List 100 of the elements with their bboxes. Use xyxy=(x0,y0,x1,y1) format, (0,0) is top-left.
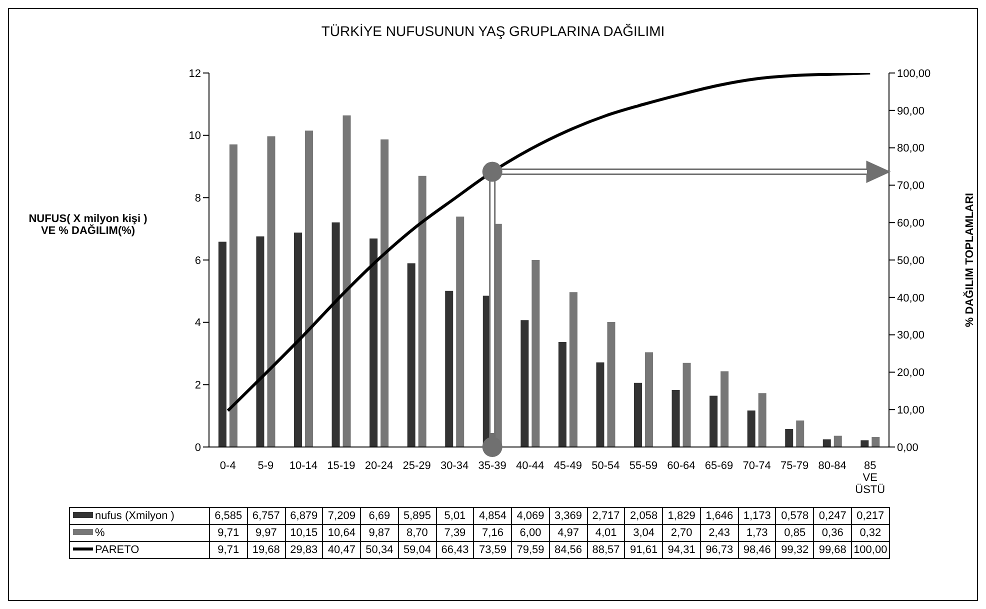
bar xyxy=(796,420,804,447)
data-label: 91,61 xyxy=(624,542,663,558)
bar xyxy=(872,437,880,447)
data-label: 4,97 xyxy=(549,524,588,542)
bar xyxy=(342,115,351,447)
x-tick-label: 75-79 xyxy=(780,460,809,472)
y2-tick-label: 60,00 xyxy=(897,218,925,230)
x-tick-label: 60-64 xyxy=(667,460,696,472)
data-label: 1,646 xyxy=(700,508,738,524)
bar xyxy=(256,236,264,447)
bar xyxy=(569,292,578,447)
data-label: 6,879 xyxy=(285,508,323,524)
x-tick-label: 20-24 xyxy=(364,460,394,472)
y2-tick-label: 100,00 xyxy=(897,68,931,80)
x-tick-label: 35-39 xyxy=(478,460,506,472)
bar xyxy=(305,130,313,447)
x-tick-label: 65-69 xyxy=(704,460,734,472)
y-tick-label: 6 xyxy=(194,254,201,267)
bar xyxy=(558,342,566,447)
data-label: 6,69 xyxy=(360,508,398,524)
y-tick-label: 2 xyxy=(194,380,201,392)
data-label: 2,058 xyxy=(624,508,663,524)
data-label: 79,59 xyxy=(512,542,550,558)
y2-tick-label: 10,00 xyxy=(897,404,925,417)
y2-tick-label: 0,00 xyxy=(897,442,918,454)
bar xyxy=(747,410,756,447)
data-label: 1,173 xyxy=(738,508,776,524)
line-series xyxy=(226,73,872,412)
bar xyxy=(445,290,454,447)
legend-label: % xyxy=(70,524,210,542)
data-label: 8,70 xyxy=(398,524,436,542)
data-label: 100,00 xyxy=(852,542,890,558)
y-tick-label: 4 xyxy=(194,317,201,330)
data-label: 6,757 xyxy=(247,508,286,524)
data-label: 40,47 xyxy=(322,542,361,558)
data-label: 73,59 xyxy=(474,542,512,558)
data-label: 94,31 xyxy=(662,542,700,558)
y2-tick-label: 20,00 xyxy=(897,367,925,380)
data-label: 7,16 xyxy=(474,524,512,542)
y2-tick-label: 50,00 xyxy=(897,254,925,267)
bar xyxy=(860,440,869,447)
data-label: 4,854 xyxy=(474,508,512,524)
x-tick-label: 85 VE ÜSTÜ xyxy=(855,460,886,496)
bar xyxy=(520,320,529,447)
bar xyxy=(785,428,794,447)
data-label: 0,36 xyxy=(814,524,852,542)
data-label: 3,369 xyxy=(549,508,588,524)
data-label: 0,32 xyxy=(852,524,890,542)
bar xyxy=(267,136,276,447)
bar xyxy=(229,144,238,447)
data-label: 0,247 xyxy=(814,508,852,524)
x-tick-label: 5-9 xyxy=(258,460,274,472)
data-label: 96,73 xyxy=(700,542,738,558)
data-label: 7,39 xyxy=(436,524,474,542)
bar xyxy=(596,362,604,447)
data-label: 5,01 xyxy=(436,508,474,524)
bar xyxy=(710,396,718,447)
data-label: 99,68 xyxy=(814,542,852,558)
x-tick-label: 0-4 xyxy=(220,460,236,472)
data-label: 10,15 xyxy=(285,524,323,542)
data-label: 2,70 xyxy=(662,524,700,542)
y2-axis-title: % DAĞILIM TOPLAMLARI xyxy=(962,192,976,328)
data-label: 1,73 xyxy=(738,524,776,542)
x-tick-label: 50-54 xyxy=(592,460,620,472)
data-label: 50,34 xyxy=(360,542,398,558)
data-label: 0,217 xyxy=(852,508,890,524)
data-label: 5,895 xyxy=(398,508,436,524)
data-label: 7,209 xyxy=(322,508,361,524)
data-label: 1,829 xyxy=(662,508,700,524)
bar xyxy=(645,352,653,447)
bar xyxy=(634,382,642,447)
bar xyxy=(407,263,416,447)
bar xyxy=(332,222,340,447)
data-label: 98,46 xyxy=(738,542,776,558)
y2-tick-label: 30,00 xyxy=(897,330,925,342)
bar xyxy=(532,260,540,447)
bar xyxy=(682,362,691,447)
bar xyxy=(607,322,616,447)
x-tick-label: 40-44 xyxy=(516,460,544,472)
y2-tick-label: 40,00 xyxy=(897,292,925,304)
data-label: 3,04 xyxy=(624,524,663,542)
y2-tick-label: 90,00 xyxy=(897,105,925,118)
bar xyxy=(418,176,426,447)
data-label: 4,01 xyxy=(587,524,625,542)
data-label: 9,71 xyxy=(210,524,248,542)
data-label: 6,00 xyxy=(512,524,550,542)
bar xyxy=(456,216,464,447)
data-label: 66,43 xyxy=(436,542,474,558)
chart-title: TÜRKİYE NUFUSUNUN YAŞ GRUPLARINA DAĞILIMI xyxy=(320,22,666,41)
data-label: 99,32 xyxy=(776,542,814,558)
y2-tick-label: 70,00 xyxy=(897,180,925,192)
data-label: 9,97 xyxy=(247,524,286,542)
data-label: 84,56 xyxy=(549,542,588,558)
bar xyxy=(720,371,729,447)
data-label: 2,717 xyxy=(587,508,625,524)
bar xyxy=(294,232,302,447)
y-tick-label: 8 xyxy=(194,192,201,205)
data-label: 2,43 xyxy=(700,524,738,542)
y-axis-title: NUFUS( X milyon kişi ) VE % DAĞILIM(%) xyxy=(28,213,148,237)
x-tick-label: 25-29 xyxy=(402,460,431,472)
